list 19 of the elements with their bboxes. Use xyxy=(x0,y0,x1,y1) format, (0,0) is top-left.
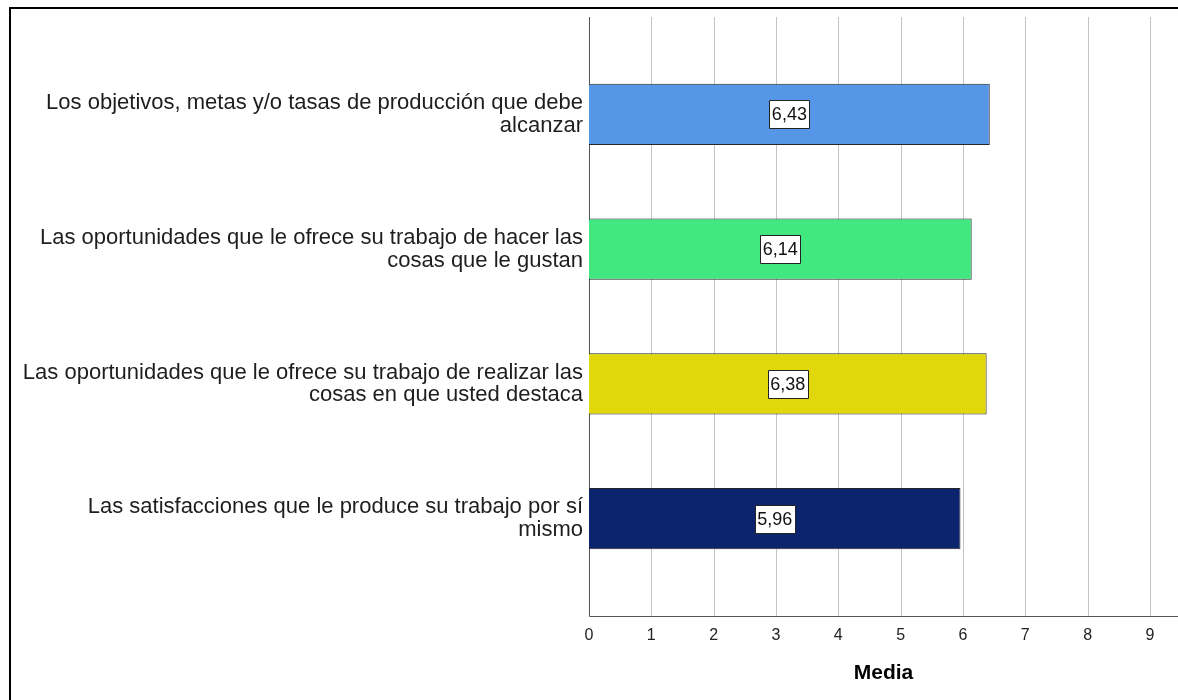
x-tick-label: 7 xyxy=(1020,626,1030,644)
data-label: 5,96 xyxy=(757,508,793,529)
x-axis-title: Media xyxy=(853,660,914,684)
x-tick-label: 8 xyxy=(1083,626,1093,644)
x-tick-label: 5 xyxy=(896,626,906,644)
x-tick-label: 3 xyxy=(771,626,781,644)
data-label: 6,43 xyxy=(771,104,807,125)
x-tick-label: 2 xyxy=(709,626,719,644)
x-tick-label: 9 xyxy=(1145,626,1155,644)
data-label: 6,38 xyxy=(770,373,806,394)
data-label: 6,14 xyxy=(762,239,798,260)
y-tick-label: Los objetivos, metas y/o tasas de producción que debe alcanzar xyxy=(46,89,583,137)
x-tick-label: 4 xyxy=(833,626,843,644)
x-tick-label: 0 xyxy=(584,626,594,644)
y-tick-label: Las oportunidades que le ofrece su trabajo de hacer las cosas que le gustan xyxy=(39,223,583,272)
x-tick-label: 6 xyxy=(958,626,968,644)
x-tick-label: 1 xyxy=(646,626,656,644)
y-tick-label: Las satisfacciones que le produce su trabajo por sí mismo xyxy=(87,493,583,542)
y-tick-label: Las oportunidades que le ofrece su trabajo de realizar las cosas en que usted destaca xyxy=(22,358,584,407)
